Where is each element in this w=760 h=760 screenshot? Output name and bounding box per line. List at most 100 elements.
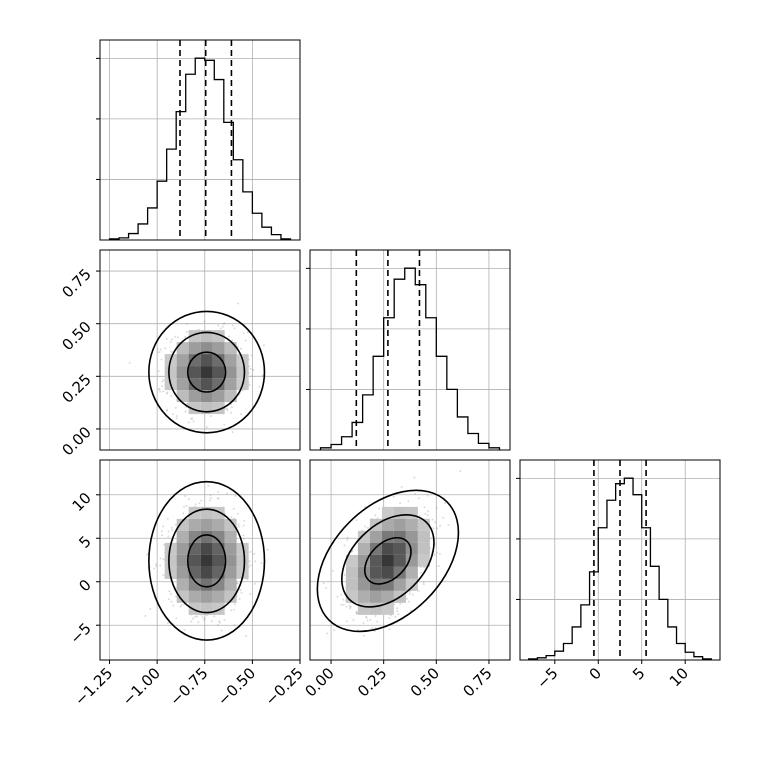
sample-point — [217, 324, 220, 327]
sample-point — [238, 525, 241, 528]
sample-point — [262, 344, 265, 347]
density-cell — [176, 342, 189, 355]
sample-point — [233, 603, 236, 606]
sample-point — [414, 492, 417, 495]
density-cell — [212, 354, 225, 367]
sample-point — [266, 548, 269, 551]
sample-point — [407, 500, 410, 503]
sample-point — [248, 560, 251, 563]
density-cell — [393, 578, 406, 591]
sample-point — [227, 335, 230, 338]
sample-point — [346, 536, 349, 539]
sample-point — [423, 506, 426, 509]
density-cell — [381, 602, 394, 615]
sample-point — [397, 613, 400, 616]
sample-point — [408, 590, 411, 593]
density-cell — [212, 342, 225, 355]
contour-0.39 — [364, 536, 412, 585]
density-cell — [176, 590, 189, 603]
sample-point — [349, 605, 352, 608]
density-cell — [224, 566, 237, 579]
sample-point — [396, 607, 399, 610]
density-cell — [224, 390, 237, 403]
sample-point — [243, 537, 246, 540]
sample-point — [226, 409, 229, 412]
density-cell — [224, 554, 237, 567]
contour-0.99 — [148, 480, 266, 641]
sample-point — [185, 504, 188, 507]
sample-point — [226, 407, 228, 410]
sample-point — [226, 492, 229, 495]
sample-point — [208, 499, 211, 502]
sample-point — [331, 569, 334, 572]
sample-point — [188, 498, 190, 501]
sample-point — [260, 562, 263, 565]
sample-point — [169, 593, 172, 595]
sample-point — [459, 470, 462, 472]
tick-labels-layer: −1.25 −1.00 −0.75 −0.50 −0.250.00 0.25 0.50 0.7… — [58, 265, 692, 709]
density-cell — [405, 578, 418, 591]
sample-point — [233, 624, 236, 627]
contour-0.99 — [316, 489, 460, 633]
axes-frame — [519, 459, 721, 661]
y-tick-label: 0.00 — [58, 423, 94, 459]
sample-point — [153, 567, 155, 570]
sample-point — [253, 552, 256, 555]
density-cell — [236, 566, 249, 579]
sample-point — [351, 549, 354, 552]
sample-point — [427, 510, 429, 513]
density-cell — [393, 506, 406, 519]
sample-point — [167, 535, 170, 538]
density-cell — [224, 578, 237, 591]
sample-point — [166, 517, 169, 520]
density-cell — [176, 530, 189, 543]
sample-point — [156, 348, 159, 351]
density-cell — [405, 566, 418, 579]
sample-point — [438, 552, 441, 555]
sample-point — [362, 622, 365, 624]
density-cell — [381, 554, 394, 567]
sample-point — [394, 615, 397, 618]
marks-layer — [108, 40, 712, 660]
sample-point — [170, 394, 172, 397]
sample-point — [444, 502, 447, 505]
density-cell — [381, 530, 394, 543]
sample-point — [399, 502, 402, 505]
sample-point — [238, 598, 241, 600]
sample-point — [222, 322, 225, 325]
density-cell — [188, 378, 201, 391]
sample-point — [239, 589, 242, 591]
density-cell — [369, 554, 382, 567]
density-cell — [188, 518, 201, 531]
sample-point — [418, 497, 420, 500]
density-cell — [224, 530, 237, 543]
sample-point — [128, 361, 131, 364]
contour-0.99 — [148, 310, 266, 434]
axes-frame — [99, 249, 301, 451]
density-cell — [357, 542, 370, 555]
density-cell — [393, 542, 406, 555]
sample-point — [355, 612, 358, 614]
density-cell — [405, 530, 418, 543]
density-cell — [176, 518, 189, 531]
sample-point — [165, 392, 168, 395]
density-cell — [200, 590, 213, 603]
sample-point — [246, 331, 249, 334]
histogram-p0 — [108, 57, 292, 240]
density-cell — [393, 530, 406, 543]
sample-point — [437, 565, 440, 567]
sample-point — [162, 574, 165, 577]
sample-point — [340, 604, 343, 606]
sample-point — [203, 320, 206, 323]
sample-point — [369, 619, 372, 621]
sample-point — [210, 497, 212, 500]
sample-point — [345, 620, 348, 623]
density-cell — [405, 518, 418, 531]
sample-point — [174, 523, 177, 526]
sample-point — [223, 322, 226, 325]
sample-point — [345, 605, 348, 608]
sample-point — [230, 411, 233, 414]
sample-point — [366, 619, 369, 622]
y-tick-label: 0.50 — [58, 318, 94, 354]
density-cell — [405, 542, 418, 555]
